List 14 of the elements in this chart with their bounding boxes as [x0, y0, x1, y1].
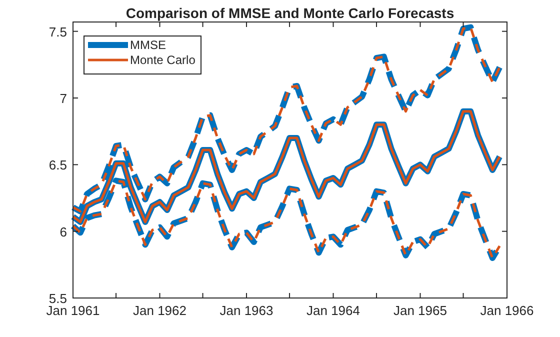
- x-tick-label: Jan 1964: [306, 303, 360, 318]
- legend-label: MMSE: [130, 38, 166, 52]
- x-tick-label: Jan 1963: [220, 303, 274, 318]
- chart-title: Comparison of MMSE and Monte Carlo Forecasts: [126, 5, 454, 21]
- y-tick-label: 6.5: [48, 158, 67, 173]
- y-tick-label: 5.5: [48, 291, 67, 306]
- y-tick-label: 7: [60, 91, 67, 106]
- x-tick-label: Jan 1965: [394, 303, 447, 318]
- y-tick-label: 6: [60, 224, 67, 240]
- x-tick-label: Jan 1962: [133, 303, 186, 318]
- legend-label: Monte Carlo: [130, 53, 196, 67]
- y-tick-label: 7.5: [48, 24, 67, 40]
- x-tick-label: Jan 1961: [46, 303, 100, 318]
- x-tick-label: Jan 1966: [480, 303, 534, 318]
